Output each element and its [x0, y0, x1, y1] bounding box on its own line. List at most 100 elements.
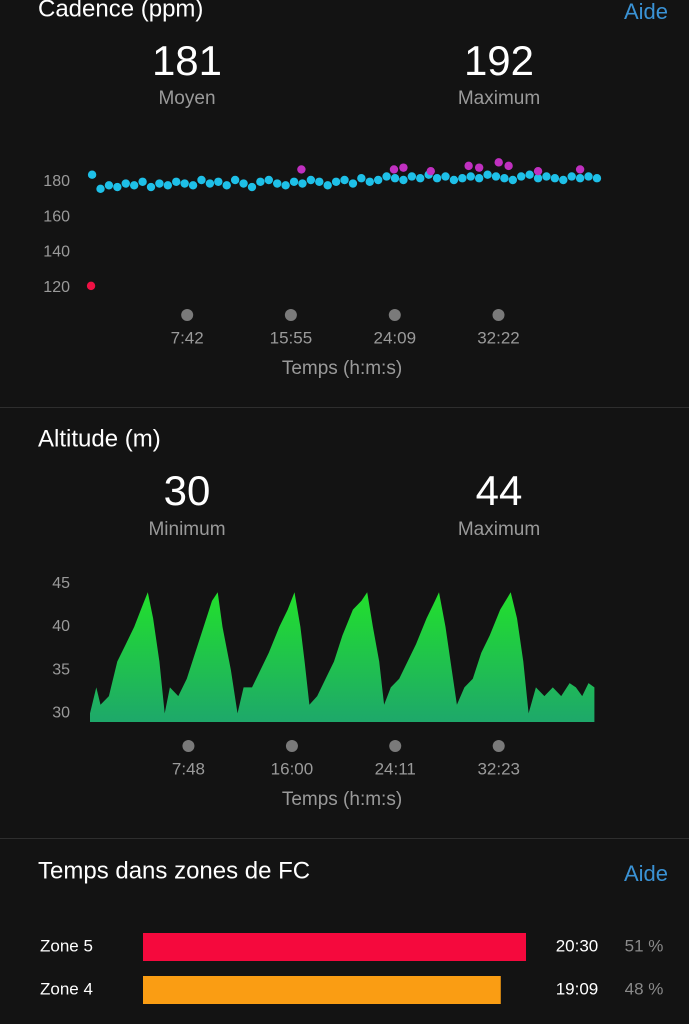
stat-label: Maximum [458, 88, 540, 109]
x-tick-dot [388, 309, 401, 321]
y-tick-label: 160 [43, 208, 70, 225]
cadence-point [504, 161, 513, 171]
cadence-point [474, 174, 484, 183]
cadence-point [289, 177, 299, 186]
x-tick-dot [389, 740, 402, 752]
cadence-point [180, 179, 189, 188]
x-tick-dot [284, 309, 297, 321]
y-tick-label: 140 [43, 244, 70, 261]
x-axis-label: Temps (h:m:s) [282, 789, 402, 810]
cadence-point [575, 174, 585, 183]
cadence-point [407, 172, 417, 181]
cadence-point [230, 175, 240, 185]
cadence-point [87, 170, 97, 179]
cadence-point [113, 182, 122, 192]
cadence-point [205, 179, 215, 188]
x-tick-dot [181, 309, 194, 321]
cadence-point [331, 177, 341, 186]
cadence-point [542, 172, 551, 181]
cadence-point [525, 170, 534, 179]
cadence-point [508, 175, 518, 185]
cadence-point [197, 175, 206, 185]
cadence-point [340, 175, 349, 185]
cadence-point [592, 174, 602, 183]
zone-label: Zone 4 [40, 979, 93, 998]
cadence-point [500, 174, 509, 183]
cadence-point [373, 175, 383, 185]
stat-value: 44 [476, 467, 523, 514]
stat-label: Minimum [148, 519, 225, 540]
x-tick-label: 24:11 [375, 759, 416, 778]
cadence-point [584, 172, 593, 181]
cadence-point [567, 172, 576, 181]
x-tick-dot [492, 740, 505, 752]
cadence-point [432, 174, 442, 183]
cadence-point [491, 172, 501, 181]
zone-time: 19:09 [556, 979, 599, 998]
x-tick-label: 15:55 [270, 328, 313, 347]
cadence-point [297, 165, 306, 174]
cadence-point [550, 174, 560, 183]
x-tick-dot [285, 740, 298, 752]
cadence-point [86, 281, 96, 291]
cadence-point [483, 170, 492, 179]
cadence-point [273, 179, 282, 188]
zone-percent: 51 % [625, 936, 664, 955]
cadence-point [494, 158, 503, 167]
cadence-point [426, 166, 435, 176]
cadence-point [464, 161, 473, 171]
cadence-point [533, 166, 543, 176]
y-tick-label: 35 [52, 661, 70, 678]
cadence-point [357, 174, 366, 183]
cadence-point [256, 177, 265, 186]
zone-bar [143, 933, 526, 961]
cadence-point [399, 163, 408, 172]
y-tick-label: 40 [52, 618, 70, 635]
x-tick-label: 24:09 [374, 328, 417, 347]
cadence-point [306, 175, 316, 185]
cadence-point [474, 163, 484, 172]
x-tick-dot [492, 309, 505, 321]
cadence-point [281, 181, 290, 190]
cadence-point [323, 181, 332, 190]
cadence-point [247, 182, 257, 192]
stat-label: Maximum [458, 519, 540, 540]
section-title: Altitude (m) [38, 425, 161, 452]
altitude-area [90, 592, 595, 722]
cadence-point [390, 174, 400, 183]
cadence-point [264, 175, 273, 185]
cadence-point [382, 172, 391, 181]
help-link[interactable]: Aide [624, 861, 668, 886]
cadence-point [96, 184, 105, 194]
cadence-point [146, 182, 156, 192]
cadence-point [121, 179, 130, 188]
cadence-point [138, 177, 147, 186]
x-axis-label: Temps (h:m:s) [282, 358, 402, 379]
y-tick-label: 45 [52, 575, 70, 592]
section-title: Temps dans zones de FC [38, 857, 310, 884]
stat-value: 192 [464, 37, 534, 84]
cadence-point [104, 181, 114, 190]
help-link[interactable]: Aide [624, 0, 668, 24]
cadence-point [155, 179, 164, 188]
cadence-point [172, 177, 181, 186]
cadence-point [239, 179, 248, 188]
cadence-point [466, 172, 475, 181]
cadence-point [449, 175, 459, 185]
cadence-point [559, 175, 568, 185]
stat-value: 30 [164, 467, 211, 514]
y-tick-label: 30 [52, 705, 70, 722]
cadence-point [575, 165, 585, 174]
x-tick-dot [182, 740, 195, 752]
zone-label: Zone 5 [40, 936, 93, 955]
x-tick-label: 7:42 [171, 328, 204, 347]
x-tick-label: 32:23 [477, 759, 520, 778]
cadence-point [441, 172, 450, 181]
cadence-point [163, 181, 173, 190]
stat-value: 181 [152, 37, 222, 84]
x-tick-label: 7:48 [172, 759, 205, 778]
cadence-point [533, 174, 543, 183]
cadence-point [517, 172, 526, 181]
